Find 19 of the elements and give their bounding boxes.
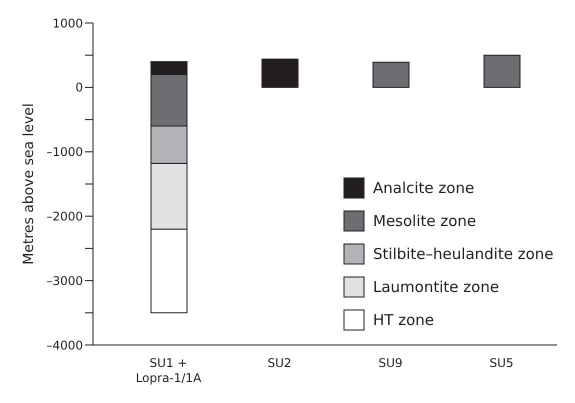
legend-label: HT zone (373, 310, 434, 328)
bar (372, 62, 410, 88)
bar (484, 54, 520, 88)
y-tick-label: –3000 (46, 274, 83, 288)
legend-label: Mesolite zone (373, 212, 476, 230)
y-tick-label: –1000 (46, 145, 83, 160)
y-tick-label: 1000 (52, 16, 83, 30)
y-tick-label: –2000 (46, 209, 83, 224)
legend-label: Laumontite zone (373, 278, 500, 296)
bar (262, 58, 298, 88)
legend-label: Analcite zone (373, 178, 474, 196)
legend-label: Stilbite–heulandite zone (373, 244, 554, 262)
y-axis-title: Metres above sea level (20, 103, 37, 265)
y-tick-label: 0 (75, 80, 83, 95)
x-tick-label: SU2 (267, 356, 292, 370)
x-tick-label: SU5 (489, 356, 514, 370)
x-tick-label: SU9 (378, 356, 403, 370)
y-tick-label: –4000 (46, 338, 83, 352)
x-tick-label: SU1 + Lopra-1/1A (136, 356, 202, 385)
